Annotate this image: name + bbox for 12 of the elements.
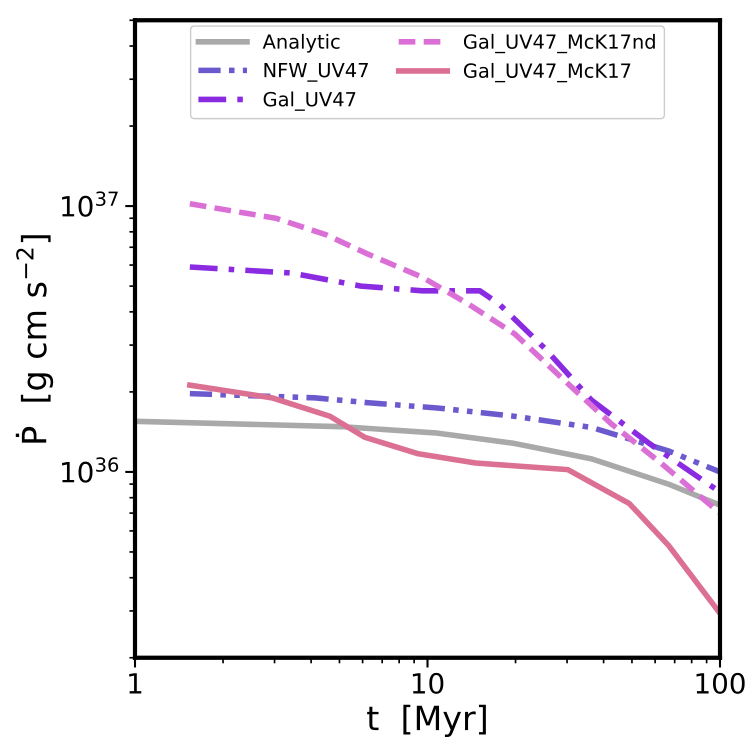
x-tick-label: 100 <box>696 672 745 694</box>
legend-label: Analytic <box>262 34 340 53</box>
y-axis-title: Ṗ [g cm s$^{−2}$] <box>16 235 54 443</box>
x-tick-label: 1 <box>129 673 142 694</box>
legend-label: Gal_UV47_McK17nd <box>464 34 655 54</box>
y-tick-label: 10$^{36}$ <box>62 457 118 483</box>
legend-label: NFW_UV47 <box>264 63 368 82</box>
legend-label: Gal_UV47_McK17 <box>464 62 630 82</box>
legend-label: Gal_UV47 <box>264 91 356 111</box>
y-tick-label: 10$^{37}$ <box>62 191 118 217</box>
x-tick-label: 10 <box>412 672 444 694</box>
x-axis-title: t [Myr] <box>367 704 486 738</box>
